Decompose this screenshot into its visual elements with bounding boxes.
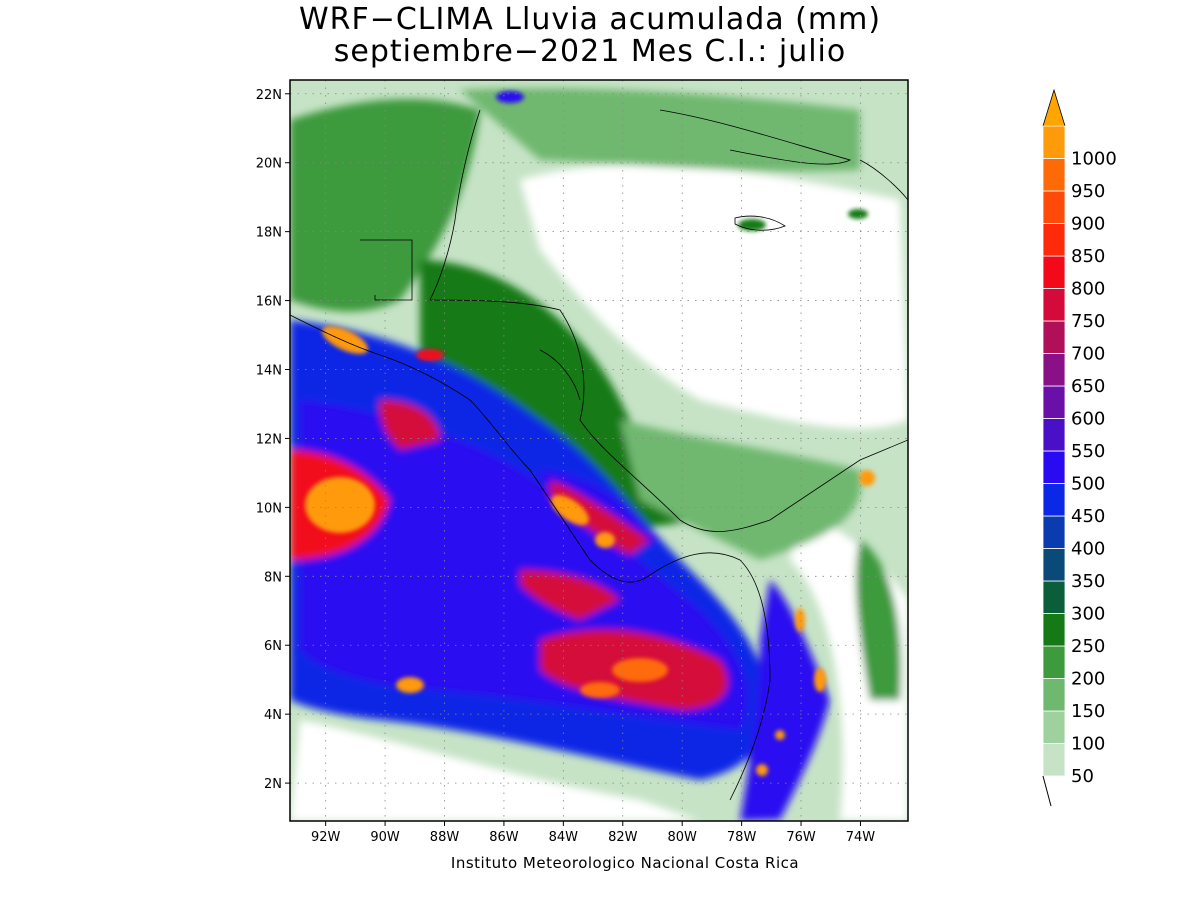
colorbar-level-label: 450 [1071,506,1105,527]
map-title-line-1: WRF−CLIMA Lluvia acumulada (mm) [298,2,882,37]
colorbar-swatch [1042,288,1066,322]
colorbar-swatch [1042,645,1066,679]
colorbar-level-label: 700 [1071,344,1105,365]
colorbar-swatch [1042,483,1066,517]
x-tick-label: 80W [667,830,697,845]
colorbar-level-label: 150 [1071,701,1105,722]
colorbar-level-label: 1000 [1071,149,1117,170]
colorbar-swatch [1042,418,1066,452]
colorbar-swatch [1042,158,1066,192]
colorbar-legend: 50 100 150 200 250 300 350 400 450 500 550 600 650 70… [1042,88,1117,807]
y-tick-label: 12N [256,432,282,447]
colorbar-level-label: 50 [1071,766,1094,787]
colorbar-swatch [1042,255,1066,289]
colorbar-swatch [1042,580,1066,614]
y-tick-label: 2N [264,777,282,792]
colorbar-swatch [1042,190,1066,224]
colorbar-swatch [1042,125,1066,159]
colorbar-level-label: 650 [1071,376,1105,397]
colorbar-level-label: 800 [1071,279,1105,300]
colorbar-swatch [1042,353,1066,387]
colorbar-swatch [1042,223,1066,257]
x-tick-label: 86W [489,830,519,845]
colorbar-swatch [1042,710,1066,744]
axis-ticks: 92W 90W 88W 86W 84W 82W 80W 78W 76W 74W 2N 4N 6N 8N 10… [256,88,876,845]
colorbar-swatch [1042,613,1066,647]
y-tick-label: 4N [264,708,282,723]
colorbar-level-label: 550 [1071,441,1105,462]
rainfall-field [290,80,908,821]
x-tick-label: 92W [311,830,341,845]
colorbar-swatch [1042,548,1066,582]
x-tick-label: 90W [370,830,400,845]
credit-text: Instituto Meteorologico Nacional Costa R… [450,854,800,872]
colorbar-swatch [1042,678,1066,712]
colorbar-level-label: 350 [1071,571,1105,592]
y-tick-label: 22N [256,88,282,103]
y-tick-label: 8N [264,570,282,585]
colorbar-level-label: 200 [1071,669,1105,690]
x-tick-label: 84W [549,830,579,845]
y-tick-label: 10N [256,501,282,516]
y-tick-label: 18N [256,226,282,241]
colorbar-level-label: 100 [1071,734,1105,755]
y-tick-label: 20N [256,157,282,172]
y-tick-label: 14N [256,364,282,379]
colorbar-max-arrow [1042,88,1066,127]
colorbar-level-label: 950 [1071,181,1105,202]
x-tick-label: 74W [846,830,876,845]
map-frame [289,79,909,822]
map-title-line-2: septiembre−2021 Mes C.I.: julio [333,34,847,69]
colorbar-level-label: 600 [1071,409,1105,430]
x-tick-label: 76W [786,830,816,845]
x-tick-label: 82W [608,830,638,845]
y-tick-label: 6N [264,639,282,654]
coastlines [290,109,908,801]
colorbar-level-label: 850 [1071,246,1105,267]
y-tick-label: 16N [256,295,282,310]
colorbar-swatch [1042,320,1066,354]
colorbar-swatch [1042,450,1066,484]
colorbar-level-label: 400 [1071,539,1105,560]
x-tick-label: 88W [430,830,460,845]
colorbar-swatch [1042,385,1066,419]
colorbar-swatch [1042,515,1066,549]
colorbar-level-label: 900 [1071,214,1105,235]
colorbar-level-label: 500 [1071,474,1105,495]
colorbar-min-tail [1042,775,1052,807]
colorbar-swatch [1042,743,1066,777]
colorbar-level-label: 750 [1071,311,1105,332]
graticule [290,80,908,821]
colorbar-level-label: 250 [1071,636,1105,657]
x-tick-label: 78W [727,830,757,845]
colorbar-level-label: 300 [1071,604,1105,625]
